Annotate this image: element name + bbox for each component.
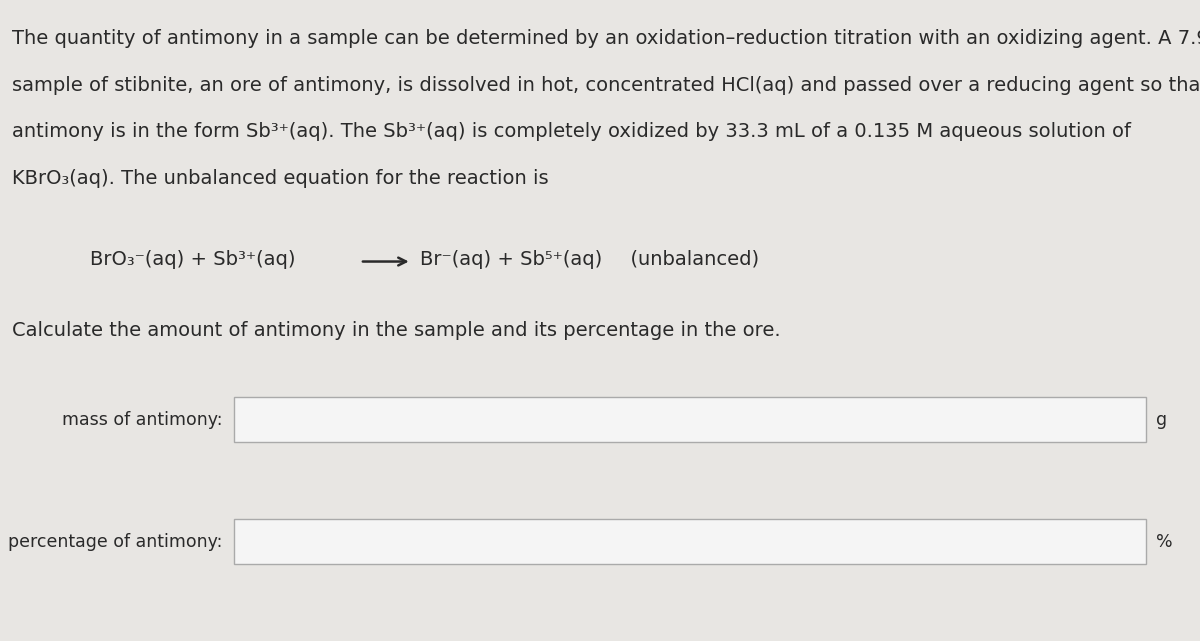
Text: (unbalanced): (unbalanced) xyxy=(618,250,760,269)
Text: g: g xyxy=(1156,411,1166,429)
Text: %: % xyxy=(1156,533,1172,551)
Text: Br⁻(aq) + Sb⁵⁺(aq): Br⁻(aq) + Sb⁵⁺(aq) xyxy=(420,250,602,269)
Text: The quantity of antimony in a sample can be determined by an oxidation–reduction: The quantity of antimony in a sample can… xyxy=(12,29,1200,48)
Text: BrO₃⁻(aq) + Sb³⁺(aq): BrO₃⁻(aq) + Sb³⁺(aq) xyxy=(90,250,295,269)
FancyBboxPatch shape xyxy=(234,519,1146,564)
FancyBboxPatch shape xyxy=(234,397,1146,442)
Text: sample of stibnite, an ore of antimony, is dissolved in hot, concentrated HCl(aq: sample of stibnite, an ore of antimony, … xyxy=(12,76,1200,95)
Text: mass of antimony:: mass of antimony: xyxy=(61,411,222,429)
Text: percentage of antimony:: percentage of antimony: xyxy=(7,533,222,551)
Text: KBrO₃(aq). The unbalanced equation for the reaction is: KBrO₃(aq). The unbalanced equation for t… xyxy=(12,169,548,188)
Text: antimony is in the form Sb³⁺(aq). The Sb³⁺(aq) is completely oxidized by 33.3 mL: antimony is in the form Sb³⁺(aq). The Sb… xyxy=(12,122,1132,142)
Text: Calculate the amount of antimony in the sample and its percentage in the ore.: Calculate the amount of antimony in the … xyxy=(12,320,781,340)
